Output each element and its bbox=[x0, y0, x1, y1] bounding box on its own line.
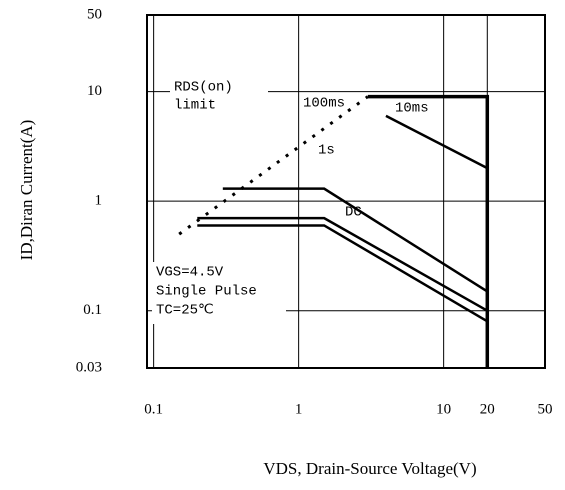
y-tick-label: 1 bbox=[95, 193, 103, 209]
x-tick-label: 0.1 bbox=[144, 401, 163, 417]
series-line bbox=[197, 224, 488, 323]
y-tick-label: 0.03 bbox=[76, 359, 102, 375]
series-line bbox=[197, 216, 488, 312]
rds-limit-label: RDS(on) bbox=[174, 80, 233, 96]
series-line bbox=[385, 114, 488, 170]
y-tick-label: 10 bbox=[87, 83, 102, 99]
condition-text: Single Pulse bbox=[156, 284, 257, 300]
y-axis-label: ID,Diran Current(A) bbox=[17, 120, 36, 261]
series-label: 10ms bbox=[395, 101, 429, 117]
soa-boundary bbox=[367, 94, 490, 368]
series-line bbox=[222, 187, 488, 293]
rds-limit-line bbox=[178, 95, 369, 236]
series-label: 1s bbox=[318, 143, 335, 159]
x-tick-label: 20 bbox=[480, 401, 495, 417]
x-axis-label: VDS, Drain-Source Voltage(V) bbox=[263, 459, 476, 478]
x-tick-label: 10 bbox=[436, 401, 451, 417]
conditions-box bbox=[152, 262, 286, 324]
x-tick-label: 1 bbox=[295, 401, 303, 417]
condition-text: VGS=4.5V bbox=[156, 265, 224, 281]
series-label: DC bbox=[345, 205, 362, 221]
condition-text: TC=25℃ bbox=[156, 303, 214, 319]
series-label: 100ms bbox=[303, 96, 345, 112]
rds-limit-label: limit bbox=[174, 98, 216, 114]
y-tick-label: 50 bbox=[87, 6, 102, 22]
annotation-box bbox=[170, 75, 268, 117]
x-tick-label: 50 bbox=[538, 401, 553, 417]
y-tick-label: 0.1 bbox=[83, 302, 102, 318]
